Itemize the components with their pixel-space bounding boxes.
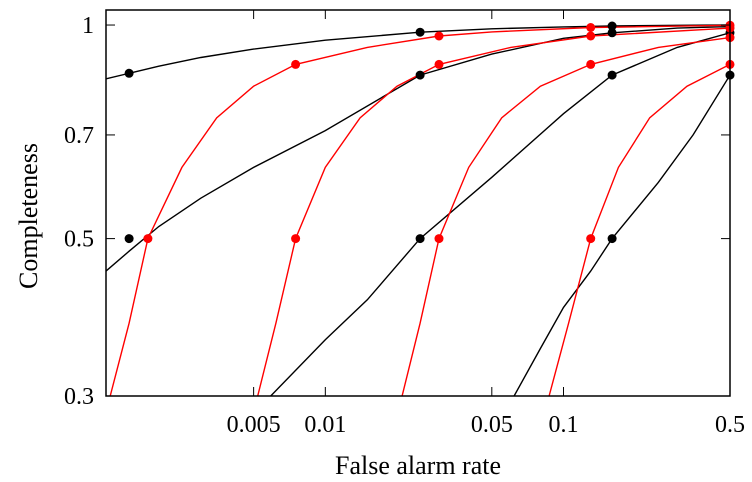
series-line-2 [106,25,730,272]
series-7-point-2 [586,59,596,69]
axes-layer: 0.005 0.01 0.05 0.1 0.5 0.3 0.5 0.7 1 [64,9,745,438]
x-tick-label: 0.1 [549,412,579,438]
x-axis-label: False alarm rate [335,451,501,480]
series-1-point-1 [124,68,134,78]
series-layer [106,24,730,396]
series-3-point-1 [415,234,425,244]
series-1-point-3 [607,21,617,31]
x-tick-label: 0.005 [227,412,281,438]
series-5-point-2 [291,59,301,69]
series-line-7 [401,36,730,396]
series-line-1 [106,24,730,80]
x-tick-label: 0.5 [715,412,745,438]
marker-layer [124,20,735,244]
series-1-point-2 [415,27,425,37]
series-2-point-1 [124,234,134,244]
x-tick-label: 0.01 [304,412,346,438]
series-line-6 [257,27,730,396]
series-4-point-1 [607,234,617,244]
series-line-3 [270,32,730,396]
y-tick-label: 0.3 [64,384,94,410]
series-2-point-2 [415,70,425,80]
x-tick-label: 0.05 [471,412,513,438]
series-line-8 [548,63,730,396]
plot-frame [105,9,731,397]
series-line-5 [109,24,730,396]
series-3-point-2 [607,70,617,80]
y-tick-label: 0.5 [64,227,94,253]
series-6-point-2 [434,59,444,69]
series-6-point-1 [291,234,301,244]
y-tick-label: 0.7 [64,123,94,149]
series-5-point-1 [143,234,153,244]
series-line-4 [513,74,730,396]
y-tick-label: 1 [82,13,94,39]
series-7-point-1 [434,234,444,244]
series-2-point-3 [607,28,617,38]
series-5-point-3 [434,31,444,41]
series-6-point-3 [586,31,596,41]
series-8-point-1 [586,234,596,244]
y-axis-label: Completeness [14,143,43,289]
series-5-point-4 [586,23,596,32]
